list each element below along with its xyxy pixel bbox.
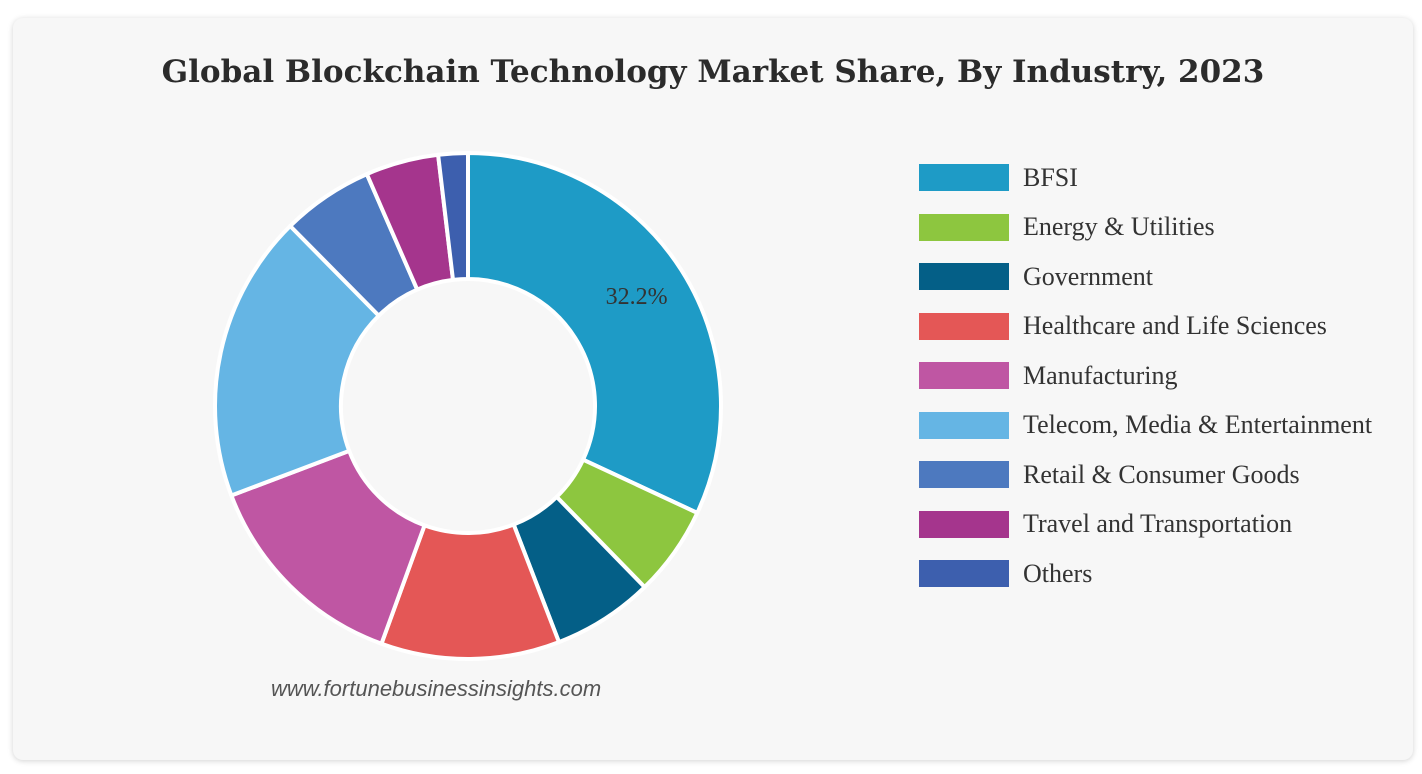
legend-item-retail-and-consumer-goods[interactable]: Retail & Consumer Goods xyxy=(919,450,1372,500)
legend-item-bfsi[interactable]: BFSI xyxy=(919,153,1372,203)
legend-swatch xyxy=(919,560,1009,588)
legend-swatch xyxy=(919,312,1009,340)
legend-label: BFSI xyxy=(1023,162,1078,192)
legend-item-healthcare-and-life-sciences[interactable]: Healthcare and Life Sciences xyxy=(919,302,1372,352)
legend-item-travel-and-transportation[interactable]: Travel and Transportation xyxy=(919,500,1372,550)
legend-label: Others xyxy=(1023,558,1093,588)
legend-swatch xyxy=(919,213,1009,241)
chart-card: Global Blockchain Technology Market Shar… xyxy=(13,18,1413,760)
chart-title: Global Blockchain Technology Market Shar… xyxy=(161,54,1265,90)
legend-item-telecom-media-and-entertainment[interactable]: Telecom, Media & Entertainment xyxy=(919,401,1372,451)
legend-label: Travel and Transportation xyxy=(1023,509,1293,539)
donut-chart: 32.2% xyxy=(213,151,723,661)
legend-label: Healthcare and Life Sciences xyxy=(1023,311,1327,341)
legend-label: Manufacturing xyxy=(1023,360,1178,390)
legend-swatch xyxy=(919,510,1009,538)
slice-others[interactable] xyxy=(436,151,470,282)
slice-bfsi[interactable] xyxy=(466,151,723,515)
slice-telecom-media-and-entertainment[interactable] xyxy=(213,223,381,498)
legend-label: Telecom, Media & Entertainment xyxy=(1023,410,1373,440)
legend-swatch xyxy=(919,461,1009,489)
legend-label: Retail & Consumer Goods xyxy=(1023,459,1300,489)
legend-label: Government xyxy=(1023,261,1153,291)
legend-item-manufacturing[interactable]: Manufacturing xyxy=(919,351,1372,401)
legend-label: Energy & Utilities xyxy=(1023,212,1215,242)
slice-manufacturing[interactable] xyxy=(229,448,427,646)
chart-legend: BFSI Energy & Utilities Government Healthca… xyxy=(919,153,1372,599)
legend-item-others[interactable]: Others xyxy=(919,549,1372,599)
legend-item-energy-and-utilities[interactable]: Energy & Utilities xyxy=(919,203,1372,253)
legend-swatch xyxy=(919,263,1009,291)
legend-swatch xyxy=(919,164,1009,192)
legend-swatch xyxy=(919,362,1009,390)
source-watermark: www.fortunebusinessinsights.com xyxy=(271,676,602,701)
data-label-bfsi: 32.2% xyxy=(606,284,668,310)
legend-item-government[interactable]: Government xyxy=(919,252,1372,302)
legend-swatch xyxy=(919,411,1009,439)
